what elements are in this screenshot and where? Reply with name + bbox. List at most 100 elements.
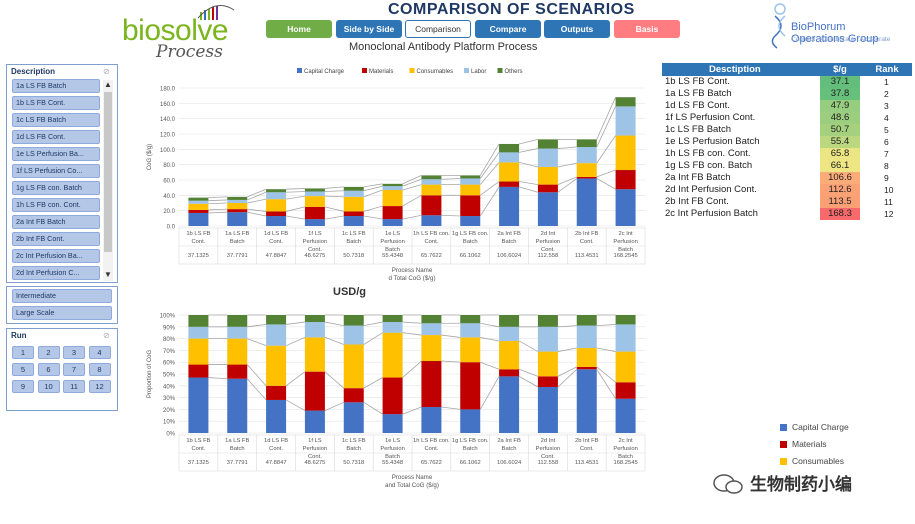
series-line: [441, 360, 461, 363]
nav-basis-button[interactable]: Basis: [614, 20, 680, 38]
description-item[interactable]: 1a LS FB Batch: [12, 79, 100, 93]
run-item[interactable]: 3: [63, 346, 85, 359]
bar-segment: [382, 322, 403, 333]
x-tick-label: 2b Int FB: [575, 438, 599, 444]
description-item[interactable]: 1d LS FB Cont.: [12, 130, 100, 144]
series-line: [286, 191, 305, 193]
bar-segment: [188, 203, 209, 210]
run-item[interactable]: 10: [37, 380, 60, 393]
table-row-rank: 4: [884, 113, 889, 123]
description-item[interactable]: 1b LS FB Cont.: [12, 96, 100, 110]
scroll-thumb[interactable]: [104, 92, 112, 252]
description-scrollbar[interactable]: ▲ ▼: [103, 80, 113, 281]
total-cog-label: 65.7622: [421, 253, 442, 259]
bar-segment: [537, 184, 558, 193]
series-line: [480, 181, 500, 196]
run-item[interactable]: 12: [88, 380, 111, 393]
nav-side-by-side-button[interactable]: Side by Side: [336, 20, 402, 38]
run-item[interactable]: 5: [12, 363, 34, 376]
bar-segment: [460, 175, 481, 179]
series-line: [402, 406, 422, 415]
bar-segment: [227, 315, 248, 327]
y-tick-label: 100%: [160, 314, 176, 320]
series-line: [247, 188, 267, 198]
scroll-down-icon[interactable]: ▼: [104, 270, 112, 279]
bar-segment: [615, 398, 636, 433]
biosolve-logo-subtitle: Process: [156, 42, 223, 62]
x-tick-label: Cont.: [580, 239, 594, 245]
description-item[interactable]: 1g LS FB con. Batch: [12, 181, 100, 195]
description-item[interactable]: 2d Int Perfusion C...: [12, 266, 100, 280]
nav-compare-button[interactable]: Compare: [475, 20, 541, 38]
bar-segment: [576, 178, 597, 226]
bar-segment: [227, 326, 248, 339]
description-item[interactable]: 1f LS Perfusion Co...: [12, 164, 100, 178]
y-tick-label: 80%: [163, 337, 176, 343]
total-cog-label: 55.4348: [382, 460, 403, 466]
y-tick-label: 70%: [163, 349, 176, 355]
clear-filter-icon[interactable]: ⊘: [103, 67, 110, 76]
bar-segment: [343, 325, 364, 345]
description-item[interactable]: 1h LS FB con. Cont.: [12, 198, 100, 212]
scale-item-intermediate[interactable]: Intermediate: [12, 289, 112, 303]
description-item[interactable]: 2c Int Perfusion Ba...: [12, 249, 100, 263]
table-header-rank: Rank: [862, 63, 912, 76]
run-item[interactable]: 11: [63, 380, 85, 393]
nav-outputs-button[interactable]: Outputs: [544, 20, 610, 38]
legend-label: Capital Charge: [304, 69, 345, 75]
bar-segment: [460, 184, 481, 196]
clear-run-filter-icon[interactable]: ⊘: [103, 331, 110, 340]
run-item[interactable]: 8: [88, 363, 111, 376]
series-line: [363, 185, 383, 192]
bar-segment: [304, 196, 325, 207]
y-axis-label: Proportion of CoG: [147, 349, 153, 398]
table-row-value: 106.6: [820, 172, 860, 184]
bar-segment: [188, 315, 209, 327]
series-line: [324, 195, 344, 198]
total-cog-label: 112.558: [538, 253, 559, 259]
run-item[interactable]: 1: [12, 346, 34, 359]
run-item[interactable]: 7: [63, 363, 85, 376]
chart2-legend-capital: Capital Charge: [780, 422, 849, 432]
series-line: [519, 181, 538, 185]
run-item[interactable]: 6: [37, 363, 60, 376]
nav-home-button[interactable]: Home: [266, 20, 332, 38]
x-tick-label: 1h LS FB con.: [413, 438, 450, 444]
description-item[interactable]: 1c LS FB Batch: [12, 113, 100, 127]
series-line: [441, 214, 461, 217]
table-row-value: 66.1: [820, 160, 860, 172]
x-tick-label: Perfusion: [613, 239, 638, 245]
description-item[interactable]: 1e LS Perfusion Ba...: [12, 147, 100, 161]
bar-segment: [304, 191, 325, 197]
table-row-name: 1d LS FB Cont.: [665, 100, 730, 111]
series-line: [479, 143, 500, 176]
x-tick-label: 2d Int: [541, 231, 556, 237]
series-line: [518, 340, 539, 352]
run-item[interactable]: 4: [88, 346, 111, 359]
bar-segment: [188, 197, 209, 201]
table-row-name: 2b Int FB Cont.: [665, 196, 729, 207]
bar-segment: [460, 178, 481, 185]
table-row-rank: 9: [884, 173, 889, 183]
series-line: [363, 401, 383, 415]
run-item[interactable]: 2: [37, 346, 60, 359]
bar-segment: [537, 166, 558, 185]
bar-segment: [576, 348, 597, 367]
scale-item-large-scale[interactable]: Large Scale: [12, 306, 112, 320]
table-row-rank: 5: [884, 125, 889, 135]
series-line: [247, 191, 267, 201]
description-item[interactable]: 2a Int FB Batch: [12, 215, 100, 229]
description-item[interactable]: 2b Int FB Cont.: [12, 232, 100, 246]
bar-segment: [537, 148, 558, 167]
run-item[interactable]: 9: [12, 380, 34, 393]
biophorum-logo-name: BioPhorum Operations Group: [791, 21, 879, 45]
bar-segment: [188, 209, 209, 213]
x-tick-label: 1d LS FB: [264, 231, 288, 237]
nav-comparison-button[interactable]: Comparison: [405, 20, 471, 38]
scroll-up-icon[interactable]: ▲: [104, 80, 112, 89]
bar-segment: [227, 338, 248, 365]
y-axis-label: CoG ($/g): [147, 144, 153, 170]
series-line: [247, 338, 267, 347]
bar-segment: [382, 377, 403, 415]
series-line: [286, 188, 305, 190]
